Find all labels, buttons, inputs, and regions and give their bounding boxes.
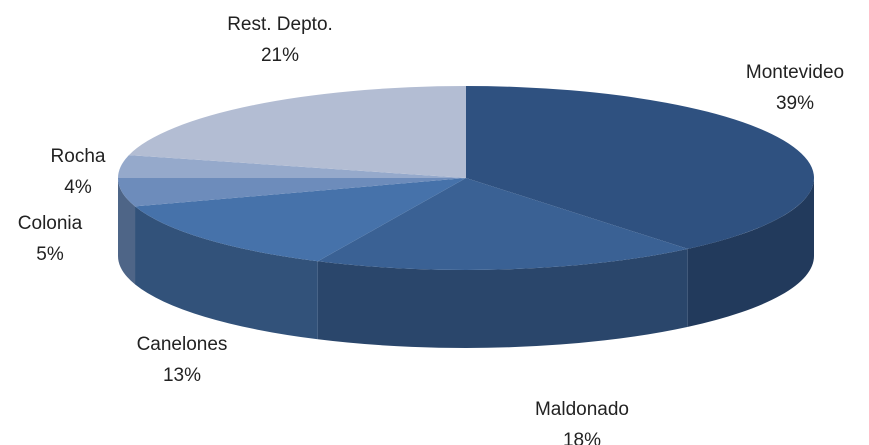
slice-label: Montevideo — [746, 62, 844, 83]
pie-side — [135, 206, 318, 340]
pie-slice — [128, 86, 467, 178]
pie-side — [317, 248, 688, 348]
value-label: 4% — [64, 177, 92, 198]
value-label: 39% — [776, 93, 814, 114]
value-label: 5% — [36, 244, 64, 265]
slice-label: Canelones — [137, 334, 228, 355]
value-label: 21% — [261, 45, 299, 66]
pie-sides — [118, 178, 814, 348]
pie-side — [687, 178, 814, 327]
value-label: 18% — [563, 430, 601, 445]
pie-slice — [118, 155, 466, 178]
value-label: 13% — [163, 365, 201, 386]
pie-tops — [118, 86, 815, 270]
pie-side — [118, 178, 136, 285]
slice-label: Maldonado — [535, 399, 629, 420]
slice-label: Rest. Depto. — [227, 14, 333, 35]
pie-slice — [466, 86, 815, 249]
pie-slice — [118, 178, 466, 207]
slice-label: Rocha — [51, 146, 106, 167]
slice-label: Colonia — [18, 213, 83, 234]
pie-slice — [135, 178, 466, 262]
pie-slice — [317, 178, 688, 270]
